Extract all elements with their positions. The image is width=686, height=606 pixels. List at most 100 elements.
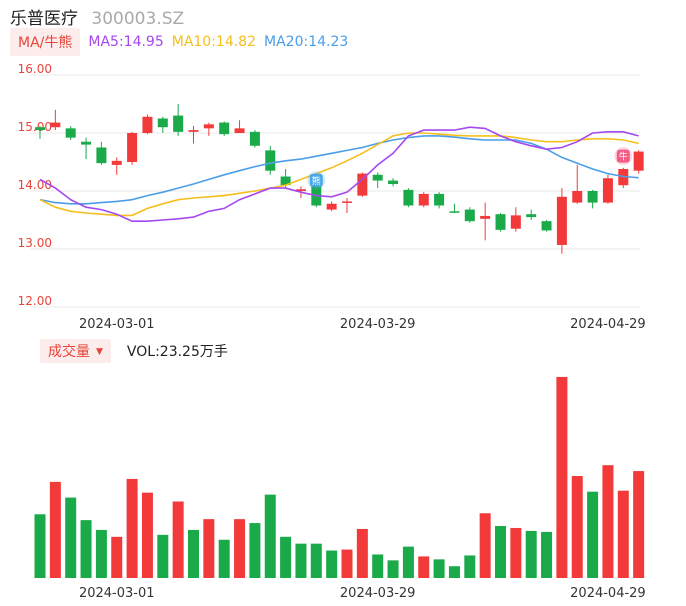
- candle-body: [464, 209, 475, 222]
- ma5-label: MA5:14.95: [88, 34, 164, 50]
- candle-body: [50, 122, 61, 128]
- candle-body: [372, 174, 383, 181]
- volume-legend: 成交量 ▼ VOL:23.25万手: [40, 339, 228, 363]
- volume-bar: [65, 497, 77, 578]
- candle-body: [541, 221, 552, 231]
- volume-bar: [525, 530, 537, 578]
- candle-body: [342, 201, 352, 203]
- volume-bar: [111, 536, 123, 578]
- volume-series: [34, 376, 645, 578]
- volume-toggle-button[interactable]: 成交量 ▼: [40, 339, 111, 363]
- candle-body: [633, 151, 644, 171]
- candle-body: [572, 191, 583, 203]
- candle-body: [526, 214, 537, 218]
- x-tick-label: 2024-03-01: [79, 586, 155, 601]
- volume-bar: [280, 536, 292, 578]
- volume-bar: [234, 519, 246, 578]
- x-tick-label: 2024-03-29: [340, 317, 416, 332]
- candle-body: [449, 211, 460, 213]
- ma20-label: MA20:14.23: [264, 34, 349, 50]
- volume-bar: [617, 490, 629, 578]
- volume-bar: [602, 465, 614, 578]
- candle-body: [280, 176, 291, 186]
- volume-bar: [556, 376, 568, 578]
- candle-body: [234, 128, 245, 133]
- ma20-line: [39, 135, 639, 205]
- volume-bar: [34, 514, 46, 578]
- price-grid: [30, 74, 640, 308]
- volume-bar: [479, 513, 491, 578]
- volume-bar: [218, 539, 230, 578]
- volume-bar: [49, 481, 61, 578]
- candle-body: [357, 173, 368, 196]
- volume-bar: [188, 529, 199, 578]
- volume-bar: [633, 471, 645, 578]
- candle-body: [219, 122, 230, 135]
- volume-value: VOL:23.25万手: [126, 344, 228, 360]
- y-tick-label: 13.00: [18, 236, 52, 250]
- candle-body: [388, 180, 399, 185]
- volume-bar: [157, 534, 169, 578]
- marker-label: 熊: [312, 175, 321, 187]
- candle-body: [326, 203, 337, 210]
- candle-body: [111, 160, 122, 165]
- volume-bar: [141, 492, 153, 578]
- y-tick-label: 12.00: [18, 294, 52, 308]
- y-tick-label: 14.00: [18, 178, 52, 192]
- volume-bar: [387, 560, 399, 578]
- x-tick-label: 2024-04-29: [570, 317, 646, 332]
- candle-body: [480, 215, 491, 219]
- candle-body: [81, 141, 92, 145]
- x-tick-label: 2024-04-29: [570, 586, 646, 601]
- signal-markers: 熊牛: [307, 147, 633, 190]
- candle-body: [96, 147, 107, 164]
- stock-code: 300003.SZ: [91, 9, 185, 29]
- marker-badge: [616, 149, 630, 163]
- volume-bar: [402, 546, 414, 578]
- candlestick-series: [35, 104, 644, 254]
- candle-body: [434, 193, 445, 206]
- stock-name: 乐普医疗: [10, 9, 78, 29]
- volume-bar: [433, 559, 445, 578]
- candle-body: [127, 133, 138, 162]
- candle-body: [403, 189, 414, 206]
- volume-bar: [418, 556, 430, 578]
- chevron-down-icon: ▼: [96, 347, 103, 357]
- price-y-axis: 16.00 15.00 14.00 13.00 12.00: [18, 62, 52, 308]
- candle-body: [556, 196, 567, 245]
- volume-bar: [541, 531, 553, 578]
- ma10-label: MA10:14.82: [171, 34, 257, 50]
- x-tick-label: 2024-03-29: [340, 586, 416, 601]
- volume-bar: [326, 550, 338, 578]
- volume-bar: [295, 543, 307, 578]
- volume-bar: [95, 529, 107, 578]
- volume-bar: [203, 519, 215, 578]
- candle-body: [602, 178, 613, 203]
- volume-bar: [341, 549, 353, 578]
- volume-toggle-label: 成交量: [48, 344, 90, 360]
- volume-bar: [464, 555, 476, 578]
- ma-toggle-button[interactable]: MA/牛熊: [10, 28, 81, 56]
- ma-legend: MA/牛熊 MA5:14.95 MA10:14.82 MA20:14.23: [10, 28, 349, 56]
- volume-bar: [172, 501, 184, 578]
- candle-body: [35, 127, 45, 131]
- candle-body: [495, 214, 506, 230]
- candle-body: [203, 124, 214, 129]
- x-tick-label: 2024-03-01: [79, 317, 155, 332]
- volume-bar: [264, 494, 276, 578]
- ma10-line: [39, 132, 639, 217]
- volume-bar: [249, 523, 261, 578]
- candle-body: [142, 116, 153, 133]
- candle-body: [157, 118, 168, 128]
- volume-bar: [372, 554, 384, 578]
- candle-body: [249, 131, 260, 146]
- candle-body: [173, 115, 184, 132]
- candle-body: [587, 191, 598, 203]
- volume-bar: [571, 475, 583, 578]
- volume-bar: [587, 491, 599, 578]
- candle-body: [65, 128, 76, 138]
- candle-body: [311, 184, 322, 206]
- volume-bar: [510, 527, 522, 578]
- marker-label: 牛: [619, 151, 628, 163]
- candle-body: [295, 189, 306, 191]
